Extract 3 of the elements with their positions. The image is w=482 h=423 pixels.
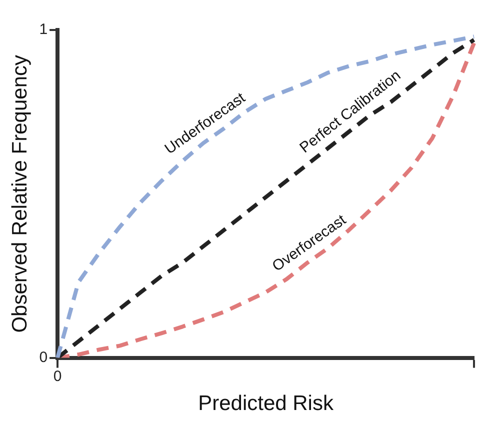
y-axis-title: Observed Relative Frequency — [8, 54, 32, 333]
x-axis-title: Predicted Risk — [198, 392, 334, 416]
y-tick-label: 1 — [39, 21, 48, 38]
